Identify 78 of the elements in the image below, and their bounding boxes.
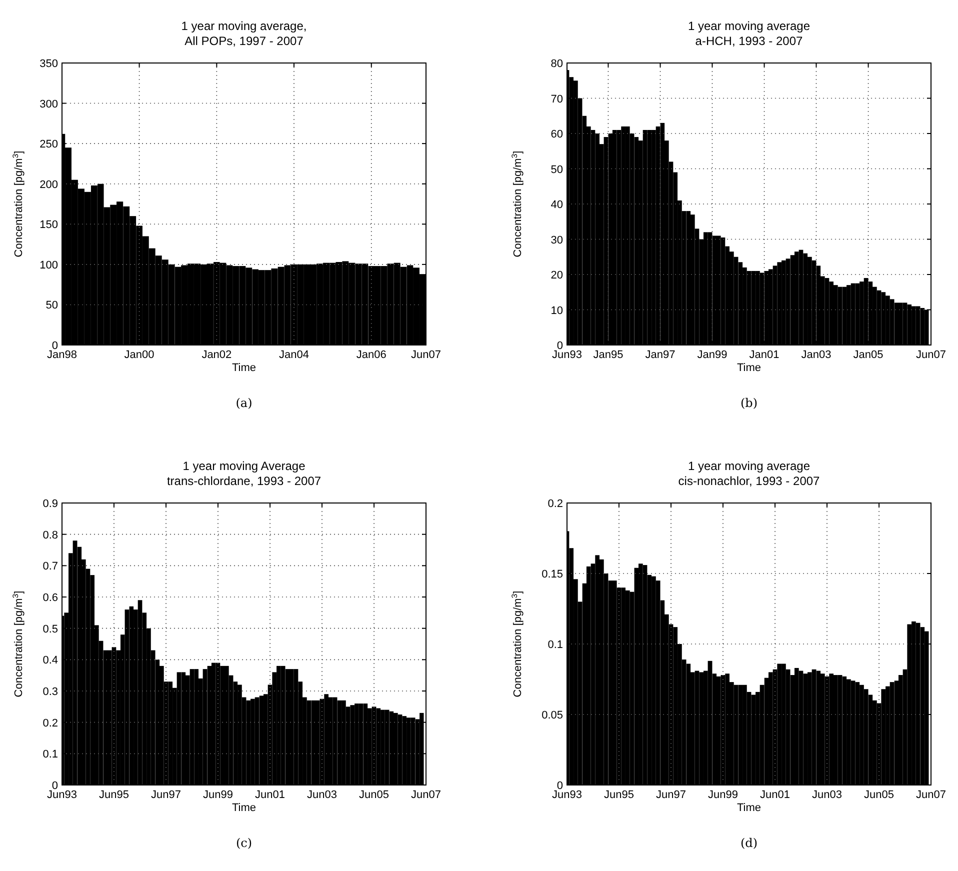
x-tick-label: Jan03	[801, 349, 832, 361]
x-axis-title: Time	[736, 362, 762, 374]
x-tick-label: Jun97	[151, 789, 181, 801]
y-tick-label: 40	[550, 199, 563, 211]
x-tick-label: Jun93	[47, 789, 77, 801]
y-tick-label: 0.6	[42, 592, 58, 604]
x-tick-label: Jun99	[202, 789, 233, 801]
x-tick-label: Jun93	[552, 349, 582, 361]
x-tick-label: Jun07	[916, 349, 946, 361]
y-tick-label: 0.8	[42, 529, 58, 542]
x-tick-label: Jan98	[47, 349, 77, 361]
x-tick-label: Jun07	[916, 789, 946, 801]
y-tick-label: 20	[550, 270, 563, 282]
chart-subtitle: cis-nonachlor, 1993 - 2007	[678, 474, 820, 488]
y-tick-label: 30	[550, 234, 563, 246]
y-tick-label: 100	[40, 259, 58, 272]
y-tick-label: 0.1	[42, 748, 58, 761]
x-tick-label: Jan04	[278, 349, 309, 361]
x-tick-label: Jun03	[307, 789, 337, 801]
y-tick-label: 0.5	[42, 623, 58, 636]
x-tick-label: Jun05	[359, 789, 390, 801]
y-tick-label: 0.1	[548, 639, 563, 651]
y-tick-label: 0	[52, 780, 58, 792]
x-tick-label: Jan01	[749, 349, 780, 361]
y-tick-label: 0.15	[542, 568, 563, 580]
x-axis-title: Time	[736, 802, 762, 814]
y-tick-label: 50	[550, 164, 563, 176]
x-tick-label: Jan99	[697, 349, 728, 361]
chart-title: 1 year moving average,	[181, 19, 307, 33]
y-tick-label: 0	[556, 780, 563, 792]
text: (c)	[236, 836, 252, 850]
y-tick-label: 250	[40, 138, 58, 151]
chart-subtitle: a-HCH, 1993 - 2007	[695, 34, 804, 48]
y-tick-label: 0.05	[542, 710, 563, 722]
x-tick-label: Jun03	[812, 789, 842, 801]
y-tick-label: 0	[52, 340, 58, 352]
x-axis-title: Time	[232, 362, 256, 374]
y-tick-label: 50	[46, 300, 58, 312]
y-tick-label: 200	[40, 178, 58, 191]
y-tick-label: 0	[556, 340, 563, 352]
x-tick-label: Jun07	[411, 349, 441, 361]
y-tick-label: 70	[550, 93, 563, 106]
text: (d)	[740, 836, 758, 850]
y-tick-label: 0.2	[42, 717, 58, 730]
x-tick-label: Jun05	[864, 789, 894, 801]
y-tick-label: 0.4	[42, 654, 58, 667]
text: (a)	[236, 396, 252, 410]
y-tick-label: 0.9	[42, 498, 58, 510]
chart-title: 1 year moving average	[688, 459, 810, 473]
y-tick-label: 0.7	[42, 560, 58, 573]
x-tick-label: Jan97	[645, 349, 676, 361]
chart-subtitle: trans-chlordane, 1993 - 2007	[166, 474, 322, 488]
y-tick-label: 350	[40, 58, 58, 70]
y-tick-label: 80	[550, 58, 563, 70]
chart-title: 1 year moving Average	[182, 459, 306, 473]
y-tick-label: 300	[40, 98, 58, 110]
y-tick-label: 60	[550, 128, 563, 140]
x-tick-label: Jun01	[760, 789, 790, 801]
x-tick-label: Jan02	[202, 349, 232, 361]
x-tick-label: Jan05	[853, 349, 884, 361]
x-tick-label: Jan00	[124, 349, 154, 361]
x-axis-title: Time	[232, 802, 256, 814]
text: (b)	[740, 396, 758, 410]
x-tick-label: Jun99	[708, 789, 738, 801]
x-tick-label: Jan06	[356, 349, 386, 361]
x-tick-label: Jun95	[604, 789, 634, 801]
x-tick-label: Jun93	[552, 789, 582, 801]
y-tick-label: 150	[40, 219, 58, 232]
y-tick-label: 0.3	[42, 686, 58, 698]
x-tick-label: Jun95	[98, 789, 129, 801]
y-tick-label: 10	[550, 304, 563, 317]
x-tick-label: Jan95	[593, 349, 624, 361]
chart-subtitle: All POPs, 1997 - 2007	[184, 34, 304, 48]
y-tick-label: 0.2	[548, 498, 563, 510]
x-tick-label: Jun97	[656, 789, 686, 801]
chart-title: 1 year moving average	[688, 19, 810, 33]
x-tick-label: Jun01	[255, 789, 286, 801]
x-tick-label: Jun07	[411, 789, 441, 801]
